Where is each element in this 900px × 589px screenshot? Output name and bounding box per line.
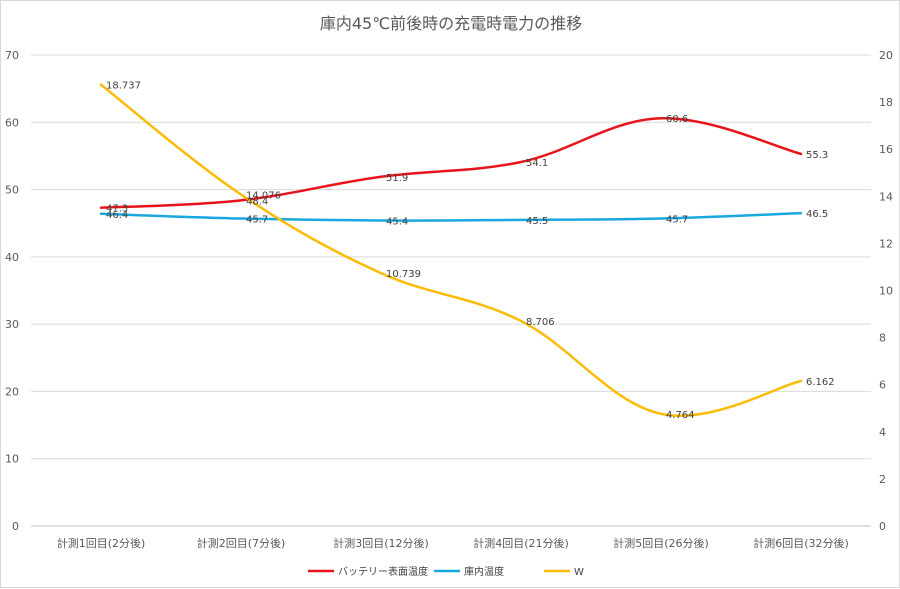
data-label-watt: 4.764: [666, 410, 695, 421]
x-axis-tick-label: 計測2回目(7分後): [197, 536, 286, 550]
x-axis-tick-labels: 計測1回目(2分後) 計測2回目(7分後) 計測3回目(12分後) 計測4回目(21分…: [57, 536, 849, 550]
right-axis-tick-label: 8: [879, 332, 886, 345]
data-label-chamber-temp: 46.5: [806, 209, 828, 220]
left-axis-tick-labels: 0 10 20 30 40 50 60 70: [5, 49, 19, 533]
data-label-battery-surface-temp: 60.6: [666, 114, 688, 125]
right-axis-tick-label: 14: [879, 190, 893, 203]
gridlines: [31, 54, 871, 527]
left-axis-tick-label: 70: [5, 49, 19, 62]
right-axis-tick-label: 0: [879, 520, 886, 533]
left-axis-tick-label: 20: [5, 385, 19, 398]
data-label-chamber-temp: 45.7: [666, 215, 688, 226]
data-labels: 47.3 48.4 51.9 54.1 60.6 55.3 46.4 45.7 45.4 45.5…: [106, 81, 835, 421]
data-label-battery-surface-temp: 55.3: [806, 150, 828, 161]
right-axis-tick-labels: 0 2 4 6 8 10 12 14 16 18 20: [879, 49, 893, 533]
data-label-battery-surface-temp: 51.9: [386, 173, 408, 184]
series-line-watt: [99, 83, 803, 417]
x-axis-tick-label: 計測3回目(12分後): [333, 536, 429, 550]
right-axis-tick-label: 2: [879, 473, 886, 486]
right-axis-tick-label: 4: [879, 426, 886, 439]
right-axis-tick-label: 18: [879, 96, 893, 109]
left-axis-tick-label: 50: [5, 184, 19, 197]
data-label-watt: 6.162: [806, 377, 835, 388]
legend-label-battery-surface-temp: バッテリー表面温度: [338, 565, 428, 578]
data-label-battery-surface-temp: 48.4: [246, 196, 268, 207]
right-axis-tick-label: 12: [879, 237, 893, 250]
right-axis-tick-label: 6: [879, 379, 886, 392]
data-label-battery-surface-temp: 47.3: [106, 204, 128, 215]
x-axis-tick-label: 計測5回目(26分後): [613, 536, 709, 550]
left-axis-tick-label: 60: [5, 116, 19, 129]
x-axis-tick-label: 計測4回目(21分後): [473, 536, 569, 550]
legend: バッテリー表面温度 庫内温度 W: [308, 565, 584, 578]
x-axis-tick-label: 計測1回目(2分後): [57, 536, 146, 550]
left-axis-tick-label: 30: [5, 318, 19, 331]
data-label-watt: 8.706: [526, 317, 555, 328]
left-axis-tick-label: 0: [12, 520, 19, 533]
x-axis-tick-label: 計測6回目(32分後): [753, 536, 849, 550]
data-label-chamber-temp: 45.7: [246, 215, 268, 226]
right-axis-tick-label: 10: [879, 285, 893, 298]
series-line-chamber-temp: [99, 211, 803, 222]
data-label-chamber-temp: 45.4: [386, 217, 408, 228]
data-label-chamber-temp: 45.5: [526, 216, 548, 227]
legend-label-chamber-temp: 庫内温度: [464, 565, 504, 578]
data-label-battery-surface-temp: 54.1: [526, 158, 548, 169]
data-label-watt: 10.739: [386, 269, 421, 280]
data-label-chamber-temp: 46.4: [106, 210, 128, 221]
legend-label-watt: W: [574, 567, 584, 578]
chart-title: 庫内45℃前後時の充電時電力の推移: [320, 14, 582, 33]
left-axis-tick-label: 40: [5, 251, 19, 264]
series-lines: [99, 83, 803, 417]
data-label-watt: 14.076: [246, 191, 281, 202]
right-axis-tick-label: 16: [879, 143, 893, 156]
right-axis-tick-label: 20: [879, 49, 893, 62]
left-axis-tick-label: 10: [5, 453, 19, 466]
data-label-watt: 18.737: [106, 81, 141, 92]
series-line-battery-surface-temp: [99, 116, 803, 209]
